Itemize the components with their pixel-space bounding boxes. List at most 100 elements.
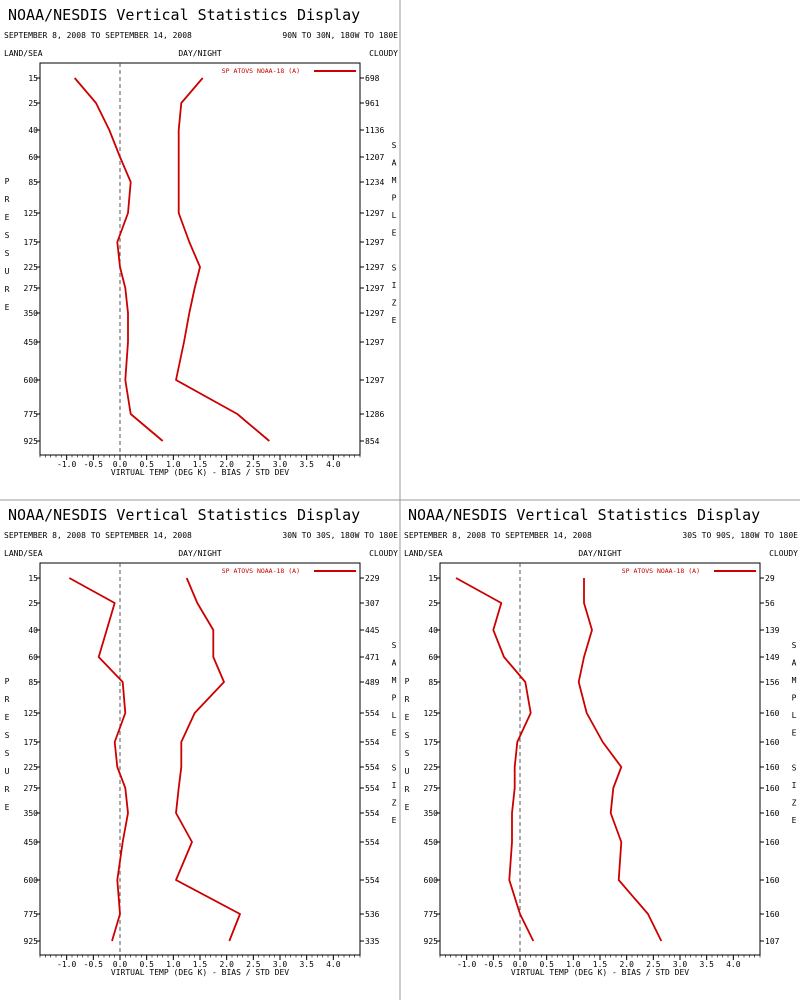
pressure-level-label: 225 bbox=[424, 763, 439, 772]
sample-size-label: 160 bbox=[765, 784, 780, 793]
pressure-level-label: 25 bbox=[28, 99, 38, 108]
sample-size-axis-letter: A bbox=[392, 159, 397, 168]
x-axis-label: VIRTUAL TEMP (DEG K) - BIAS / STD DEV bbox=[111, 468, 289, 477]
sample-size-label: 160 bbox=[765, 876, 780, 885]
sample-size-label: 160 bbox=[765, 763, 780, 772]
date-range: SEPTEMBER 8, 2008 TO SEPTEMBER 14, 2008 bbox=[4, 531, 192, 540]
pressure-level-label: 25 bbox=[428, 599, 438, 608]
sample-size-label: 698 bbox=[365, 74, 380, 83]
x-axis-label: VIRTUAL TEMP (DEG K) - BIAS / STD DEV bbox=[111, 968, 289, 977]
pressure-level-label: 60 bbox=[28, 153, 38, 162]
pressure-axis-letter: P bbox=[5, 677, 10, 686]
sample-size-axis-letter: L bbox=[792, 711, 797, 720]
sample-size-label: 1297 bbox=[365, 338, 384, 347]
pressure-axis-letter: S bbox=[5, 249, 10, 258]
land-sea-label: LAND/SEA bbox=[4, 49, 43, 58]
sample-size-label: 160 bbox=[765, 738, 780, 747]
plot-frame bbox=[439, 562, 761, 956]
sample-size-label: 160 bbox=[765, 838, 780, 847]
x-tick-label: 3.5 bbox=[699, 960, 714, 969]
sample-size-label: 471 bbox=[365, 653, 380, 662]
pressure-level-label: 125 bbox=[24, 709, 39, 718]
sample-size-label: 1286 bbox=[365, 410, 384, 419]
pressure-level-label: 40 bbox=[428, 626, 438, 635]
pressure-level-label: 175 bbox=[424, 738, 439, 747]
panel-title: NOAA/NESDIS Vertical Statistics Display bbox=[8, 6, 360, 24]
x-tick-label: 4.0 bbox=[726, 960, 741, 969]
x-tick-label: 1.0 bbox=[166, 960, 181, 969]
sample-size-label: 554 bbox=[365, 738, 380, 747]
bias-line bbox=[455, 577, 535, 942]
x-tick-label: 0.5 bbox=[539, 960, 554, 969]
pressure-axis-letter: P bbox=[5, 177, 10, 186]
sample-size-axis-letter: Z bbox=[392, 799, 397, 808]
pressure-axis-letter: R bbox=[5, 195, 10, 204]
sample-size-label: 307 bbox=[365, 599, 380, 608]
pressure-axis-letter: S bbox=[5, 731, 10, 740]
sample-size-label: 854 bbox=[365, 437, 380, 446]
pressure-level-label: 775 bbox=[24, 410, 39, 419]
day-night-label: DAY/NIGHT bbox=[178, 49, 222, 58]
x-tick-label: 1.0 bbox=[166, 460, 181, 469]
pressure-axis-letter: S bbox=[405, 731, 410, 740]
sample-size-label: 56 bbox=[765, 599, 775, 608]
day-night-label: DAY/NIGHT bbox=[178, 549, 222, 558]
x-tick-label: 3.0 bbox=[673, 960, 688, 969]
x-tick-label: -1.0 bbox=[57, 460, 76, 469]
pressure-axis-letter: R bbox=[5, 785, 10, 794]
pressure-level-label: 925 bbox=[24, 437, 39, 446]
pressure-axis-letter: R bbox=[5, 285, 10, 294]
sample-size-label: 160 bbox=[765, 709, 780, 718]
day-night-label: DAY/NIGHT bbox=[578, 549, 622, 558]
pressure-level-label: 350 bbox=[24, 309, 39, 318]
pressure-level-label: 15 bbox=[428, 574, 438, 583]
legend-label: SP ATOVS NOAA-18 (A) bbox=[622, 567, 700, 575]
pressure-level-label: 225 bbox=[24, 763, 39, 772]
x-tick-label: 2.5 bbox=[246, 460, 261, 469]
sample-size-axis-letter: L bbox=[392, 711, 397, 720]
pressure-level-label: 15 bbox=[28, 574, 38, 583]
sample-size-axis-letter: E bbox=[392, 729, 397, 738]
land-sea-label: LAND/SEA bbox=[4, 549, 43, 558]
pressure-level-label: 350 bbox=[24, 809, 39, 818]
x-tick-label: -1.0 bbox=[57, 960, 76, 969]
sample-size-label: 160 bbox=[765, 809, 780, 818]
sample-size-label: 536 bbox=[365, 910, 380, 919]
date-range: SEPTEMBER 8, 2008 TO SEPTEMBER 14, 2008 bbox=[4, 31, 192, 40]
pressure-level-label: 600 bbox=[24, 376, 39, 385]
pressure-axis-letter: S bbox=[5, 231, 10, 240]
pressure-level-label: 40 bbox=[28, 126, 38, 135]
sample-size-axis-letter: S bbox=[392, 141, 397, 150]
pressure-level-label: 175 bbox=[24, 738, 39, 747]
statistics-panel: NOAA/NESDIS Vertical Statistics Display S… bbox=[404, 506, 798, 977]
pressure-level-label: 450 bbox=[24, 838, 39, 847]
x-tick-label: 1.5 bbox=[193, 460, 208, 469]
pressure-level-label: 85 bbox=[28, 678, 38, 687]
x-tick-label: 3.0 bbox=[273, 460, 288, 469]
x-tick-label: 2.0 bbox=[219, 960, 234, 969]
x-tick-label: 4.0 bbox=[326, 960, 341, 969]
sample-size-label: 961 bbox=[365, 99, 380, 108]
sample-size-axis-letter: S bbox=[392, 764, 397, 773]
sample-size-label: 1297 bbox=[365, 238, 384, 247]
pressure-level-label: 600 bbox=[424, 876, 439, 885]
sample-size-axis-letter: L bbox=[392, 211, 397, 220]
pressure-level-label: 600 bbox=[24, 876, 39, 885]
sample-size-label: 335 bbox=[365, 937, 380, 946]
pressure-axis-letter: E bbox=[5, 303, 10, 312]
x-tick-label: 2.5 bbox=[646, 960, 661, 969]
sample-size-axis-letter: S bbox=[392, 264, 397, 273]
pressure-level-label: 450 bbox=[424, 838, 439, 847]
cloudy-label: CLOUDY bbox=[369, 549, 398, 558]
x-tick-label: 3.5 bbox=[299, 960, 314, 969]
sample-size-axis-letter: P bbox=[392, 694, 397, 703]
pressure-level-label: 350 bbox=[424, 809, 439, 818]
x-tick-label: -1.0 bbox=[457, 960, 476, 969]
cloudy-label: CLOUDY bbox=[369, 49, 398, 58]
sample-size-axis-letter: E bbox=[392, 816, 397, 825]
pressure-axis-letter: E bbox=[5, 803, 10, 812]
pressure-level-label: 125 bbox=[424, 709, 439, 718]
pressure-level-label: 450 bbox=[24, 338, 39, 347]
x-tick-label: 0.0 bbox=[113, 960, 128, 969]
